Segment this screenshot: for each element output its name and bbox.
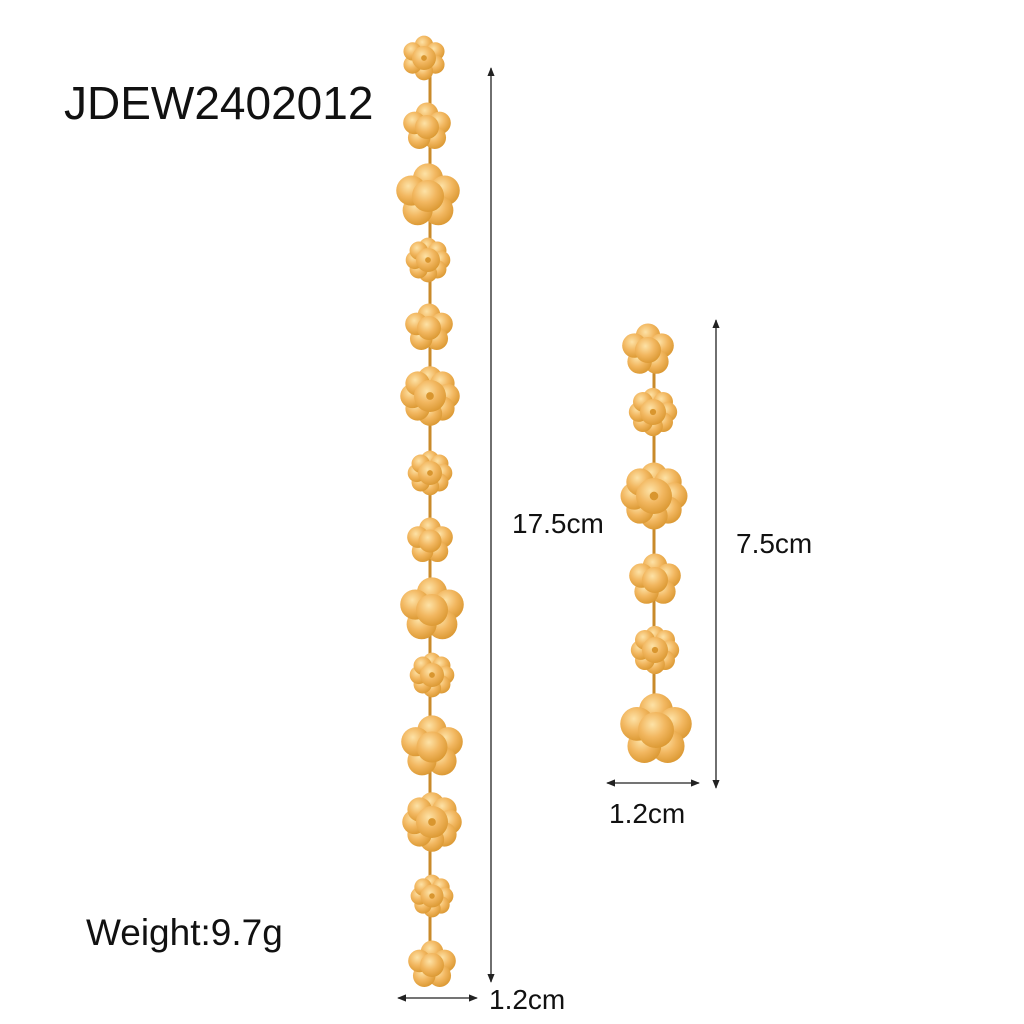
- product-weight: Weight:9.7g: [86, 912, 283, 953]
- flower-charm: [409, 652, 455, 698]
- short-earring: [620, 323, 692, 763]
- flower-charm: [405, 237, 451, 283]
- long-earring: [396, 35, 464, 987]
- flower-charm: [407, 517, 453, 563]
- flower-charm: [622, 323, 674, 374]
- flower-charm: [629, 553, 681, 604]
- flower-charm: [400, 366, 460, 426]
- flower-charm: [402, 792, 462, 852]
- flower-charm: [628, 387, 678, 437]
- product-sku: JDEW2402012: [64, 77, 374, 129]
- flower-charm: [410, 874, 454, 918]
- flower-charm: [630, 625, 680, 675]
- long-length-label: 17.5cm: [512, 508, 604, 539]
- flower-charm: [620, 693, 692, 763]
- flower-charm: [405, 303, 453, 350]
- flower-charm: [403, 35, 445, 81]
- flower-charm: [407, 450, 453, 496]
- flower-charm: [620, 462, 688, 530]
- flower-charm: [400, 577, 464, 640]
- flower-charm: [401, 715, 463, 776]
- short-length-label: 7.5cm: [736, 528, 813, 559]
- flower-charm: [396, 163, 460, 226]
- flower-charm: [403, 102, 451, 149]
- short-width-label: 1.2cm: [609, 798, 686, 829]
- long-width-label: 1.2cm: [489, 984, 566, 1015]
- flower-charm: [408, 940, 456, 987]
